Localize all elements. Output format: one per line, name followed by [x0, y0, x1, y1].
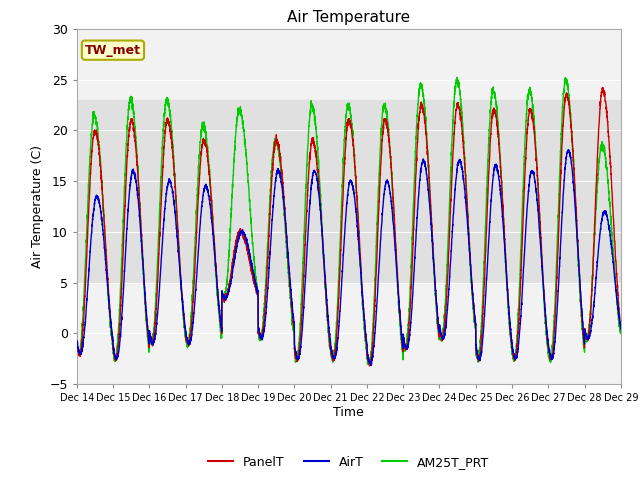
AM25T_PRT: [171, 173, 179, 179]
Line: PanelT: PanelT: [77, 88, 621, 366]
Y-axis label: Air Temperature (C): Air Temperature (C): [31, 145, 44, 268]
AirT: [616, 323, 624, 328]
Bar: [77, 100, 621, 283]
PanelT: [365, 363, 373, 369]
PanelT: [471, 313, 479, 319]
AirT: [328, 352, 336, 358]
PanelT: [328, 353, 336, 359]
Line: AirT: AirT: [77, 150, 621, 365]
PanelT: [73, 338, 81, 344]
Line: AM25T_PRT: AM25T_PRT: [77, 77, 621, 364]
AM25T_PRT: [328, 358, 336, 363]
AirT: [502, 256, 509, 262]
AM25T_PRT: [617, 328, 625, 334]
PanelT: [599, 85, 607, 91]
AirT: [441, 331, 449, 336]
PanelT: [502, 251, 509, 256]
AirT: [367, 362, 375, 368]
AirT: [73, 338, 81, 344]
Legend: PanelT, AirT, AM25T_PRT: PanelT, AirT, AM25T_PRT: [203, 451, 495, 474]
AM25T_PRT: [502, 258, 509, 264]
PanelT: [617, 323, 625, 328]
AirT: [617, 326, 625, 332]
AM25T_PRT: [441, 314, 449, 320]
Text: TW_met: TW_met: [85, 44, 141, 57]
PanelT: [171, 174, 179, 180]
AM25T_PRT: [453, 74, 461, 80]
AM25T_PRT: [616, 330, 624, 336]
AM25T_PRT: [73, 346, 81, 351]
AM25T_PRT: [471, 321, 479, 327]
X-axis label: Time: Time: [333, 406, 364, 419]
AirT: [471, 312, 479, 318]
PanelT: [616, 320, 624, 325]
AirT: [564, 147, 572, 153]
Title: Air Temperature: Air Temperature: [287, 10, 410, 25]
PanelT: [441, 322, 449, 328]
AirT: [171, 204, 179, 210]
AM25T_PRT: [364, 361, 372, 367]
